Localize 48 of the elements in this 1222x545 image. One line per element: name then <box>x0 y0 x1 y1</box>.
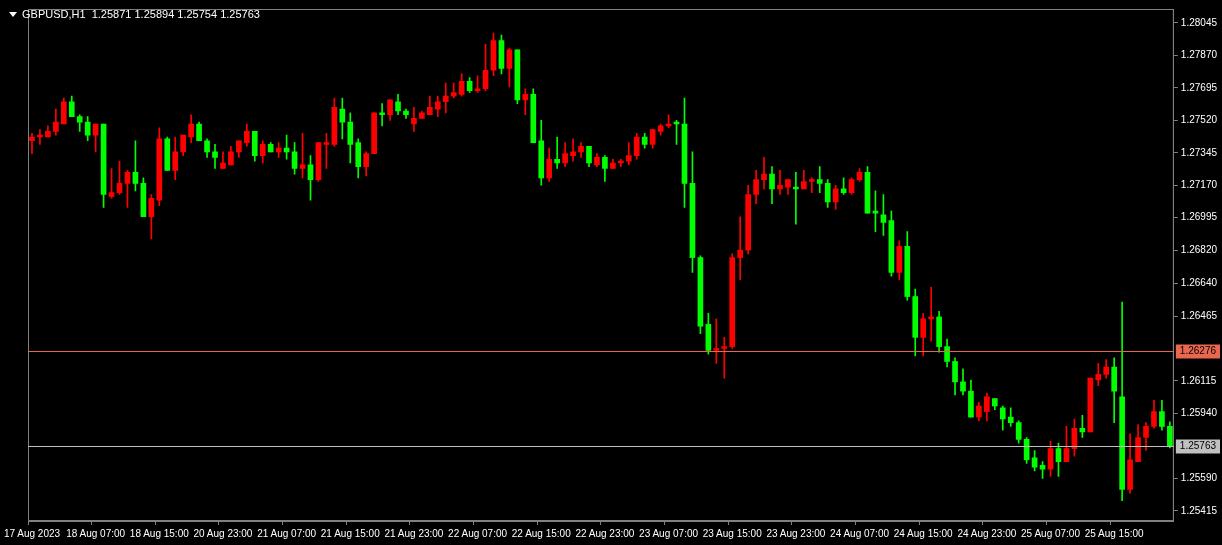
candlestick <box>570 138 576 162</box>
y-tick-label: 1.28045 <box>1180 16 1218 28</box>
x-tick-label: 23 Aug 07:00 <box>639 527 699 539</box>
x-tick-label: 24 Aug 23:00 <box>957 527 1017 539</box>
x-tick-label: 20 Aug 23:00 <box>193 527 253 539</box>
y-tick-label: 1.27695 <box>1180 81 1218 93</box>
y-tick-label: 1.27170 <box>1180 178 1218 190</box>
candlestick <box>721 337 728 379</box>
x-tick-label: 22 Aug 23:00 <box>575 527 635 539</box>
y-tick-label: 1.27870 <box>1180 49 1218 61</box>
candlestick <box>761 157 767 190</box>
candlestick <box>816 166 823 193</box>
candlestick <box>808 177 815 193</box>
x-tick-label: 21 Aug 23:00 <box>384 527 444 539</box>
x-tick-label: 21 Aug 07:00 <box>257 527 317 539</box>
candlestick <box>442 82 449 114</box>
y-tick-label: 1.26465 <box>1180 309 1218 321</box>
y-tick-label: 1.26115 <box>1180 374 1217 386</box>
y-tick-label: 1.26995 <box>1180 211 1218 223</box>
x-tick-label: 24 Aug 07:00 <box>830 527 890 539</box>
x-tick-label: 23 Aug 23:00 <box>766 527 826 539</box>
x-tick-label: 22 Aug 07:00 <box>448 527 508 539</box>
ref-line-label: 1.25763 <box>1179 440 1217 452</box>
x-tick-label: 18 Aug 07:00 <box>66 527 126 539</box>
x-tick-label: 25 Aug 07:00 <box>1021 527 1081 539</box>
x-tick-label: 25 Aug 15:00 <box>1084 527 1145 539</box>
y-tick-label: 1.26820 <box>1180 243 1218 255</box>
y-tick-label: 1.27520 <box>1180 114 1218 126</box>
y-tick-label: 1.25590 <box>1180 472 1218 484</box>
x-tick-label: 21 Aug 15:00 <box>320 527 381 539</box>
candlestick <box>554 136 560 169</box>
candlestick <box>411 106 417 132</box>
ref-line-label: 1.26276 <box>1179 345 1217 357</box>
candlestick <box>212 144 218 169</box>
x-tick-label: 24 Aug 15:00 <box>893 527 954 539</box>
candlestick <box>777 170 783 195</box>
y-tick-label: 1.25940 <box>1180 407 1218 419</box>
candlestick <box>737 216 744 281</box>
y-tick-label: 1.26640 <box>1180 277 1218 289</box>
x-tick-label: 17 Aug 2023 <box>3 527 61 539</box>
chart-title: GBPUSD,H1 1.25871 1.25894 1.25754 1.25763 <box>22 8 260 20</box>
candlestick <box>29 132 35 155</box>
candlestick <box>713 318 720 364</box>
x-tick-label: 22 Aug 15:00 <box>511 527 572 539</box>
y-tick-label: 1.25415 <box>1180 504 1218 516</box>
x-tick-label: 23 Aug 15:00 <box>702 527 763 539</box>
y-tick-label: 1.27345 <box>1180 146 1218 158</box>
x-tick-label: 18 Aug 15:00 <box>129 527 190 539</box>
